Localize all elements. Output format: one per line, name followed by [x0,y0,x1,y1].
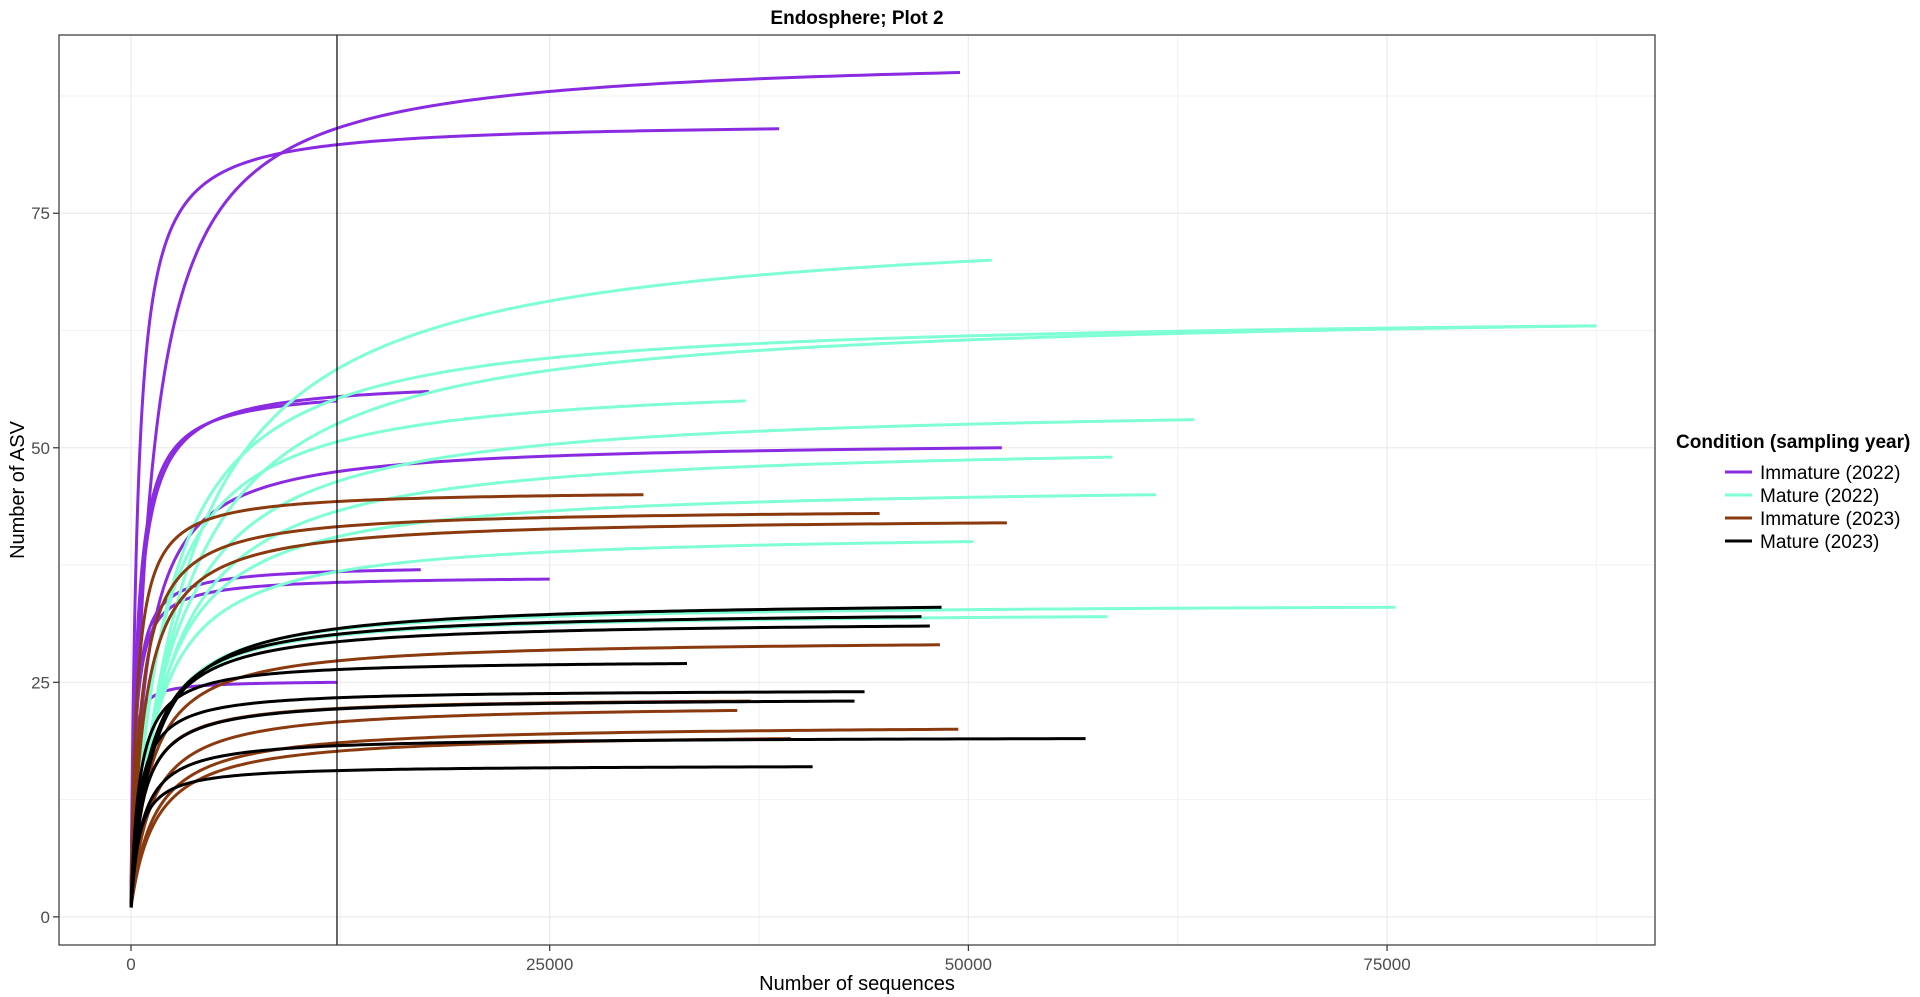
series-line [129,605,942,909]
series-line [129,727,959,909]
y-tick-label: 0 [41,908,50,927]
y-tick-label: 25 [31,673,50,692]
x-tick-label: 0 [126,955,135,974]
legend-label: Mature (2022) [1760,486,1879,507]
series-line [129,662,688,909]
series-line [129,493,644,909]
series-line [129,690,865,909]
plot-border [58,34,1656,946]
y-tick-label: 75 [31,204,50,223]
chart-title: Endosphere; Plot 2 [770,8,943,29]
series-line [129,511,880,909]
legend: Condition (sampling year) Immature (2022… [1676,432,1910,553]
series-line [129,708,738,909]
x-axis-title: Number of sequences [759,973,955,995]
plot-panel [59,35,1655,945]
series-line [129,577,550,909]
series-line [129,521,1007,909]
y-tick-label: 50 [31,439,50,458]
series-line [129,699,855,909]
legend-label: Mature (2023) [1760,532,1879,553]
series-line [129,127,780,908]
series-line [129,765,813,909]
x-tick-label: 25000 [526,955,573,974]
y-axis: 0 25 50 75 [31,204,59,927]
x-tick-label: 75000 [1363,955,1410,974]
x-tick-label: 50000 [945,955,992,974]
grid-major [59,35,1655,945]
series-line [129,399,338,909]
legend-title: Condition (sampling year) [1676,432,1910,453]
legend-label: Immature (2023) [1760,509,1900,530]
series-line [129,737,1086,909]
x-axis: 0 25000 50000 75000 [126,945,1411,974]
curves-layer [129,71,1597,909]
series-line [129,399,746,909]
y-axis-title: Number of ASV [7,420,29,559]
legend-label: Immature (2022) [1760,463,1900,484]
